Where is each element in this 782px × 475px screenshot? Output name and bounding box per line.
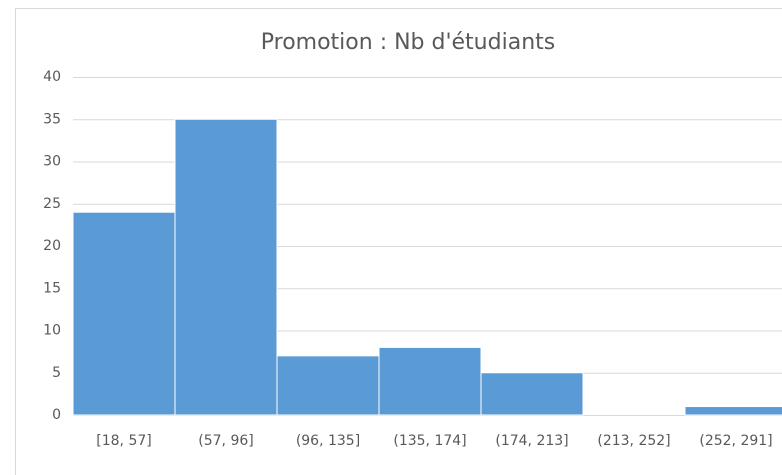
y-tick-label: 25 bbox=[43, 196, 61, 212]
chart-title: Promotion : Nb d'étudiants bbox=[261, 30, 555, 55]
y-tick-label: 15 bbox=[43, 280, 61, 296]
bar bbox=[174, 118, 278, 416]
y-tick-label: 30 bbox=[43, 154, 61, 170]
y-tick-label: 35 bbox=[43, 111, 61, 127]
bar bbox=[480, 372, 584, 416]
y-tick-label: 0 bbox=[52, 407, 61, 423]
x-tick-label: (213, 252] bbox=[597, 433, 670, 449]
x-tick-label: (135, 174] bbox=[393, 433, 466, 449]
bar bbox=[276, 355, 380, 416]
y-tick-label: 5 bbox=[52, 365, 61, 381]
x-tick-label: (252, 291] bbox=[699, 433, 772, 449]
y-tick-label: 10 bbox=[43, 323, 61, 339]
bar bbox=[72, 211, 176, 416]
bar bbox=[378, 346, 482, 416]
bar bbox=[684, 406, 782, 416]
x-tick-label: (174, 213] bbox=[495, 433, 568, 449]
y-tick-label: 20 bbox=[43, 238, 61, 254]
x-tick-label: [18, 57] bbox=[96, 433, 151, 449]
x-tick-label: (96, 135] bbox=[296, 433, 360, 449]
x-tick-label: (57, 96] bbox=[198, 433, 253, 449]
y-tick-label: 40 bbox=[43, 69, 61, 85]
